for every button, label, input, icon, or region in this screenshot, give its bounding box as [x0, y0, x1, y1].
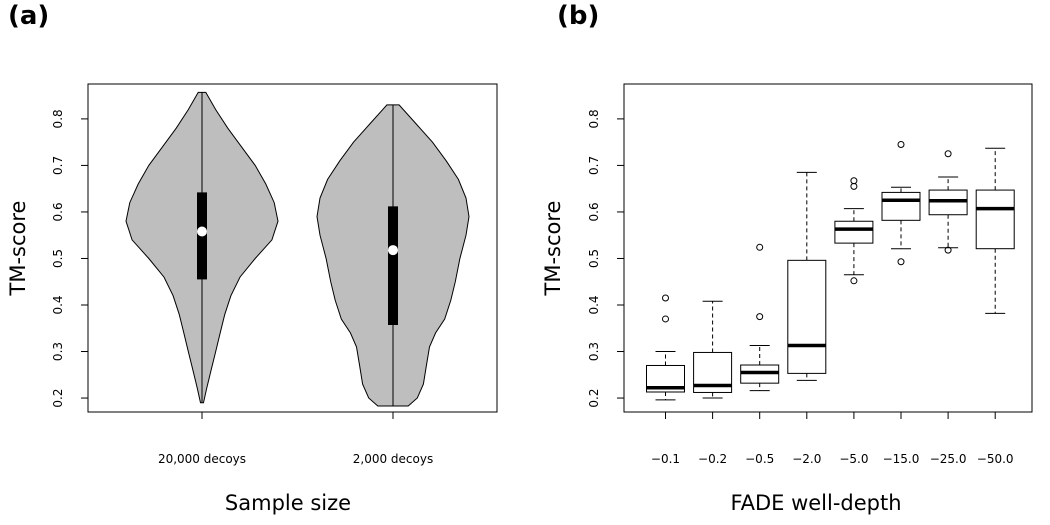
y-tick-label: 0.6 [587, 202, 601, 221]
box-plot: 0.2 0.3 0.4 0.5 0.6 0.7 0.8 −0.1 −0.2 −0.5 −2.0 −5… [541, 83, 1033, 515]
x-axis-b: −0.1 −0.2 −0.5 −2.0 −5.0 −15.0 −25.0 −50.0 [651, 411, 1014, 466]
panel-label-a: (a) [8, 1, 49, 31]
x-tick-label: −0.1 [651, 452, 680, 466]
y-tick-label: 0.6 [51, 202, 65, 221]
outlier-point [662, 294, 669, 302]
y-tick-label: 0.8 [51, 109, 65, 128]
x-tick-label: −2.0 [792, 452, 821, 466]
plot-frame-b [623, 83, 1033, 413]
x-tick-label: −50.0 [977, 452, 1014, 466]
x-tick-label: −0.5 [745, 452, 774, 466]
box [881, 191, 921, 221]
y-tick-label: 0.5 [51, 249, 65, 268]
violin-median-point [388, 245, 398, 256]
box [787, 259, 827, 374]
panel-label-b: (b) [557, 1, 599, 31]
violins [125, 91, 470, 407]
outlier-point [662, 315, 669, 323]
y-tick-label: 0.2 [51, 388, 65, 407]
y-tick-label: 0.7 [51, 156, 65, 175]
violin-median-point [197, 226, 207, 237]
y-tick-label: 0.4 [51, 295, 65, 314]
violin-iqr-box [388, 206, 398, 325]
x-tick-label: 20,000 decoys [158, 452, 246, 466]
x-tick-label: −0.2 [698, 452, 727, 466]
y-axis-b: 0.2 0.3 0.4 0.5 0.6 0.7 0.8 [587, 109, 625, 408]
outlier-point [897, 140, 905, 148]
y-tick-label: 0.4 [587, 295, 601, 314]
y-tick-label: 0.5 [587, 249, 601, 268]
outlier-point [756, 313, 764, 321]
y-tick-label: 0.8 [587, 109, 601, 128]
outlier-point [944, 150, 952, 158]
box [975, 189, 1015, 250]
x-axis-a: 20,000 decoys 2,000 decoys [158, 411, 433, 466]
outlier-point [944, 246, 952, 254]
outlier-point [850, 277, 858, 285]
x-axis-title-b: FADE well-depth [730, 491, 901, 515]
x-tick-label: −25.0 [930, 452, 967, 466]
violin-plot: 0.2 0.3 0.4 0.5 0.6 0.7 0.8 20,000 decoys 2,000… [6, 83, 498, 515]
outlier-point [756, 243, 764, 251]
y-tick-label: 0.3 [51, 342, 65, 361]
y-tick-label: 0.2 [587, 388, 601, 407]
y-tick-label: 0.3 [587, 342, 601, 361]
x-tick-label: −15.0 [883, 452, 920, 466]
box [834, 220, 874, 244]
outlier-point [850, 177, 858, 185]
y-axis-a: 0.2 0.3 0.4 0.5 0.6 0.7 0.8 [51, 109, 89, 408]
x-tick-label: 2,000 decoys [353, 452, 433, 466]
boxes [646, 140, 1015, 401]
x-axis-title-a: Sample size [225, 491, 351, 515]
x-tick-label: −5.0 [839, 452, 868, 466]
y-tick-label: 0.7 [587, 156, 601, 175]
y-axis-title-a: TM-score [6, 201, 30, 297]
outlier-point [897, 258, 905, 266]
y-axis-title-b: TM-score [541, 201, 565, 297]
